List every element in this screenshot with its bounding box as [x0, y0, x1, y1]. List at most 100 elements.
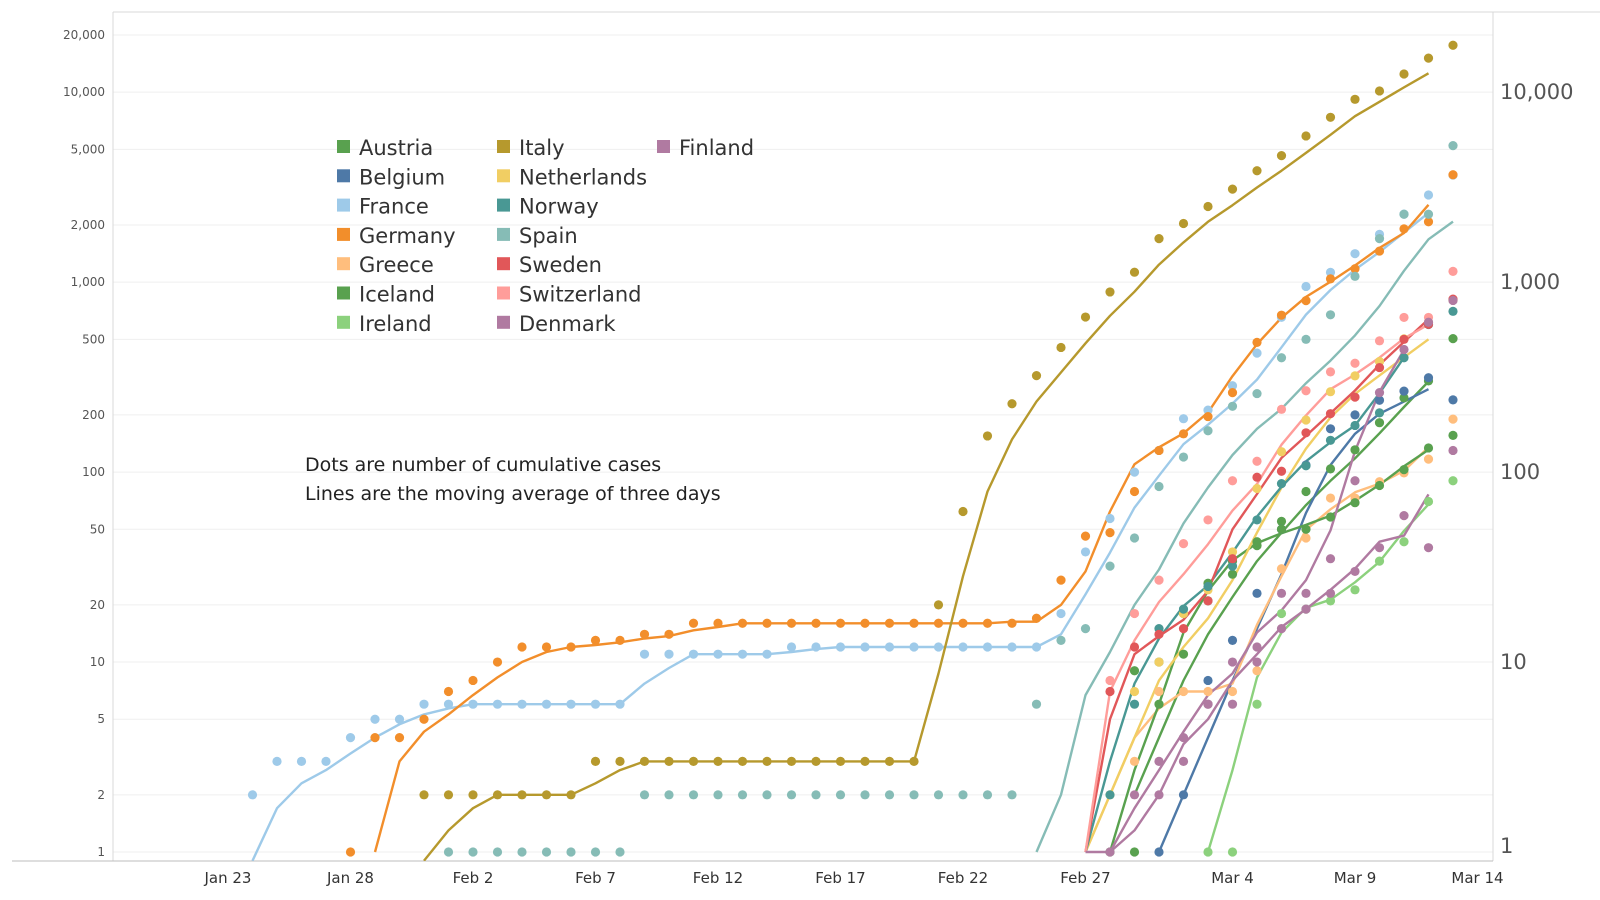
- data-point-spain: [1203, 426, 1213, 436]
- data-point-denmark: [1154, 756, 1164, 766]
- data-point-germany: [541, 642, 552, 652]
- legend-item-france: France: [337, 195, 429, 219]
- data-point-spain: [835, 790, 846, 800]
- data-point-greece: [1301, 533, 1311, 543]
- data-point-france: [762, 649, 772, 659]
- data-point-norway: [1129, 699, 1140, 709]
- data-point-iceland: [1178, 649, 1189, 659]
- series-line-denmark: [1085, 349, 1406, 854]
- x-tick-label: Jan 28: [326, 869, 374, 887]
- data-point-norway: [1276, 478, 1287, 489]
- data-point-spain: [958, 790, 968, 800]
- y-left-tick-label: 2,000: [71, 218, 105, 232]
- data-point-norway: [1325, 435, 1336, 445]
- data-point-italy: [1154, 234, 1164, 244]
- data-point-denmark: [1105, 847, 1115, 857]
- data-point-germany: [664, 629, 674, 639]
- data-point-italy: [541, 790, 552, 800]
- data-point-italy: [982, 431, 993, 441]
- data-point-italy: [517, 790, 527, 800]
- data-point-denmark: [1350, 476, 1360, 486]
- data-point-greece: [1154, 686, 1164, 697]
- data-point-netherlands: [1301, 415, 1311, 425]
- data-point-spain: [688, 790, 699, 800]
- y-right-tick-label: 100: [1500, 460, 1540, 484]
- data-point-switzerland: [1178, 539, 1189, 549]
- data-point-ireland: [1448, 476, 1458, 486]
- data-point-germany: [1178, 429, 1189, 439]
- data-point-spain: [1423, 209, 1434, 219]
- data-point-norway: [1178, 604, 1189, 614]
- data-point-italy: [1080, 312, 1091, 322]
- data-point-switzerland: [1350, 358, 1360, 368]
- data-point-belgium: [1252, 588, 1262, 598]
- data-point-norway: [1252, 515, 1262, 525]
- data-point-italy: [1374, 86, 1385, 96]
- data-point-france: [664, 649, 674, 659]
- data-point-germany: [835, 618, 846, 628]
- series-line-ireland: [1206, 503, 1430, 853]
- data-point-belgium: [1325, 424, 1336, 434]
- data-point-germany: [639, 629, 650, 639]
- data-point-france: [541, 699, 552, 709]
- y-left-tick-label: 20: [90, 598, 105, 612]
- data-point-belgium: [1448, 395, 1458, 405]
- data-point-spain: [1105, 561, 1115, 571]
- y-right-tick-label: 10: [1500, 650, 1527, 674]
- annotation: Dots are number of cumulative cases Line…: [305, 454, 721, 505]
- legend-label: Austria: [359, 136, 433, 160]
- y-left-tick-label: 1: [97, 845, 105, 859]
- data-point-france: [468, 699, 478, 709]
- y-left-tick-label: 200: [82, 408, 105, 422]
- legend-swatch: [497, 257, 510, 271]
- legend-item-sweden: Sweden: [497, 253, 602, 277]
- data-point-spain: [1301, 334, 1311, 344]
- data-point-greece: [1203, 686, 1213, 697]
- legend-swatch: [497, 227, 510, 241]
- annotation-line-1: Dots are number of cumulative cases: [305, 454, 661, 476]
- data-point-netherlands: [1350, 371, 1360, 381]
- data-point-belgium: [1423, 373, 1434, 383]
- data-point-france: [639, 649, 650, 659]
- data-point-spain: [517, 847, 527, 857]
- data-point-germany: [1203, 411, 1213, 422]
- legend-label: Switzerland: [519, 283, 642, 307]
- data-point-germany: [345, 847, 356, 857]
- data-point-ireland: [1399, 537, 1409, 547]
- data-point-france: [1105, 513, 1115, 524]
- data-point-belgium: [1374, 395, 1385, 405]
- y-left-tick-label: 10: [90, 655, 105, 669]
- data-point-spain: [713, 790, 723, 800]
- y-left-tick-label: 500: [82, 332, 105, 346]
- legend-label: Ireland: [359, 312, 432, 336]
- data-point-france: [1056, 608, 1066, 619]
- data-point-italy: [639, 756, 650, 766]
- y-left-tick-label: 100: [82, 465, 105, 479]
- data-point-spain: [1178, 452, 1189, 462]
- data-point-norway: [1105, 790, 1115, 800]
- data-point-germany: [1007, 618, 1017, 628]
- data-point-iceland: [1350, 498, 1360, 508]
- x-tick-label: Mar 14: [1451, 869, 1503, 887]
- data-point-italy: [860, 756, 870, 766]
- data-point-italy: [492, 790, 503, 800]
- legend-label: Sweden: [519, 253, 602, 277]
- data-point-germany: [762, 618, 772, 628]
- data-point-ireland: [1374, 556, 1385, 566]
- data-point-germany: [884, 618, 895, 628]
- data-point-ireland: [1276, 608, 1287, 619]
- data-point-spain: [884, 790, 895, 800]
- data-point-germany: [566, 642, 576, 652]
- data-point-sweden: [1350, 392, 1360, 402]
- data-point-germany: [1227, 388, 1238, 398]
- data-point-spain: [492, 847, 503, 857]
- series-dots: [247, 40, 1458, 857]
- data-point-france: [615, 699, 625, 709]
- data-point-italy: [468, 790, 478, 800]
- data-point-italy: [884, 756, 895, 766]
- y-right-tick-label: 1: [1500, 834, 1513, 858]
- data-point-italy: [566, 790, 576, 800]
- data-point-austria: [1350, 445, 1360, 455]
- data-point-switzerland: [1399, 312, 1409, 323]
- data-point-spain: [590, 847, 601, 857]
